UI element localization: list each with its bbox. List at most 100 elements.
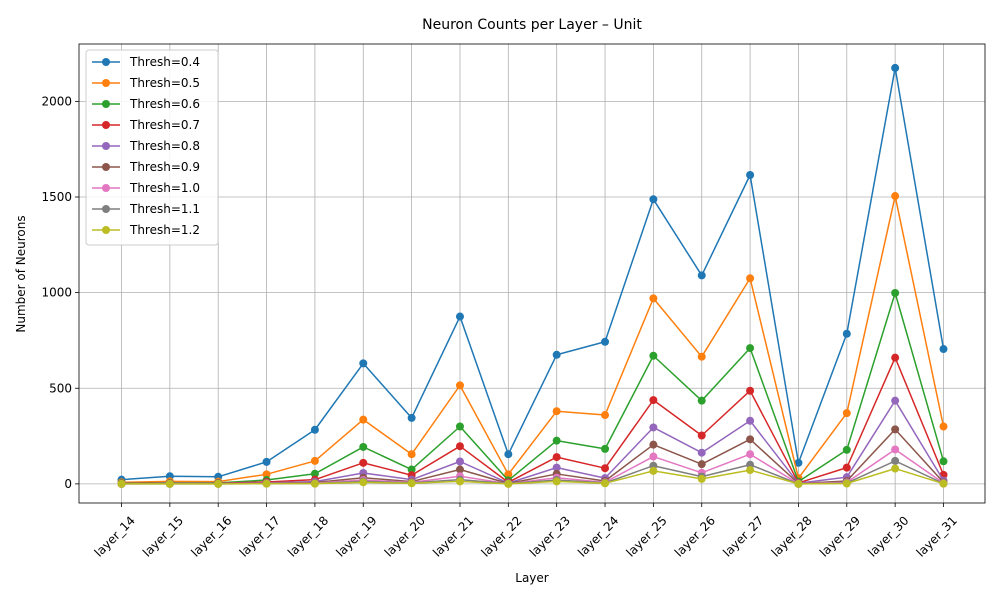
data-point — [262, 470, 271, 479]
legend-label: Thresh=0.7 — [129, 118, 200, 132]
legend-label: Thresh=0.4 — [129, 55, 200, 69]
data-point — [262, 457, 271, 466]
data-point — [794, 458, 803, 467]
data-point — [746, 416, 755, 425]
data-point — [310, 479, 319, 488]
data-point — [601, 464, 610, 473]
data-point — [262, 479, 271, 488]
y-tick-label: 1500 — [41, 190, 72, 204]
data-point — [697, 352, 706, 361]
legend-item: Thresh=1.0 — [92, 181, 200, 195]
data-point — [359, 442, 368, 451]
legend-label: Thresh=1.0 — [129, 181, 200, 195]
data-point — [552, 463, 561, 472]
data-point — [891, 445, 900, 454]
data-point — [697, 474, 706, 483]
data-point — [455, 465, 464, 474]
data-point — [842, 479, 851, 488]
data-point — [697, 431, 706, 440]
series-line — [121, 356, 945, 485]
data-point — [552, 350, 561, 359]
legend-label: Thresh=0.9 — [129, 160, 200, 174]
data-point — [552, 477, 561, 486]
plot-area-frame — [78, 43, 986, 504]
y-tick-label: 0 — [64, 477, 72, 491]
data-point — [649, 423, 658, 432]
data-point — [746, 344, 755, 353]
data-point — [649, 294, 658, 303]
data-point — [697, 271, 706, 280]
series — [117, 464, 948, 488]
legend-box — [85, 49, 219, 246]
series-line — [121, 67, 945, 481]
data-point — [504, 470, 513, 479]
data-point — [601, 444, 610, 453]
data-point — [552, 453, 561, 462]
data-point — [891, 464, 900, 473]
data-point — [939, 457, 948, 466]
data-point — [504, 450, 513, 459]
data-point — [746, 171, 755, 180]
y-tick-label: 2000 — [41, 94, 72, 108]
data-point — [697, 448, 706, 457]
data-point — [359, 415, 368, 424]
legend-item: Thresh=0.4 — [92, 55, 200, 69]
data-point — [359, 478, 368, 487]
data-point — [649, 396, 658, 405]
data-point — [842, 463, 851, 472]
data-point — [455, 442, 464, 451]
data-point — [601, 479, 610, 488]
data-point — [552, 407, 561, 416]
y-axis-ticks: 0 500 1000 1500 2000 — [41, 94, 79, 491]
data-point — [649, 440, 658, 449]
data-point — [697, 396, 706, 405]
data-point — [552, 436, 561, 445]
legend-label: Thresh=0.5 — [129, 76, 200, 90]
data-point — [601, 411, 610, 420]
data-point — [310, 469, 319, 478]
data-point — [891, 425, 900, 434]
legend-item: Thresh=0.8 — [92, 139, 200, 153]
data-point — [891, 396, 900, 405]
data-point — [455, 422, 464, 431]
data-point — [117, 479, 126, 488]
data-point — [842, 329, 851, 338]
data-point — [407, 450, 416, 459]
legend-marker — [102, 163, 110, 171]
data-point — [746, 386, 755, 395]
data-point — [842, 445, 851, 454]
legend-item: Thresh=0.6 — [92, 97, 200, 111]
data-point — [794, 479, 803, 488]
series-lines — [117, 63, 948, 488]
data-point — [504, 479, 513, 488]
legend-marker — [102, 79, 110, 87]
data-point — [649, 195, 658, 204]
chart-title: Neuron Counts per Layer – Unit — [422, 17, 642, 33]
data-point — [455, 457, 464, 466]
legend-label: Thresh=1.2 — [129, 223, 200, 237]
data-point — [359, 359, 368, 368]
legend-marker — [102, 226, 110, 234]
data-point — [407, 479, 416, 488]
data-point — [455, 381, 464, 390]
data-point — [939, 345, 948, 354]
legend-marker — [102, 205, 110, 213]
data-point — [842, 409, 851, 418]
data-point — [649, 466, 658, 475]
data-point — [407, 465, 416, 474]
legend-item: Thresh=0.5 — [92, 76, 200, 90]
legend-item: Thresh=0.7 — [92, 118, 200, 132]
legend-item: Thresh=1.2 — [92, 223, 200, 237]
legend-label: Thresh=0.8 — [129, 139, 200, 153]
data-point — [939, 422, 948, 431]
data-point — [697, 460, 706, 469]
data-point — [455, 477, 464, 486]
x-axis-title: Layer — [515, 571, 549, 585]
series — [117, 63, 948, 484]
y-tick-label: 500 — [49, 381, 72, 395]
data-point — [746, 274, 755, 283]
data-point — [214, 479, 223, 488]
series-line — [121, 195, 945, 484]
legend-marker — [102, 184, 110, 192]
